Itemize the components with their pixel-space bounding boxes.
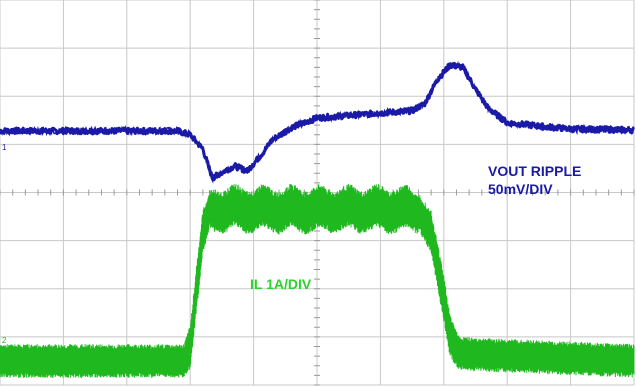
vout-label-line1: VOUT RIPPLE [488,163,581,179]
il-trace [0,183,635,378]
annotation-vout: VOUT RIPPLE 50mV/DIV [488,163,581,197]
ch2-marker: 2 [2,336,7,345]
channel-markers: 1 2 [2,143,7,345]
ch1-marker: 1 [2,143,7,152]
il-label: IL 1A/DIV [250,276,312,292]
vout-label-line2: 50mV/DIV [488,181,553,197]
vout-trace-noise [0,60,635,184]
plot-traces [0,60,635,378]
